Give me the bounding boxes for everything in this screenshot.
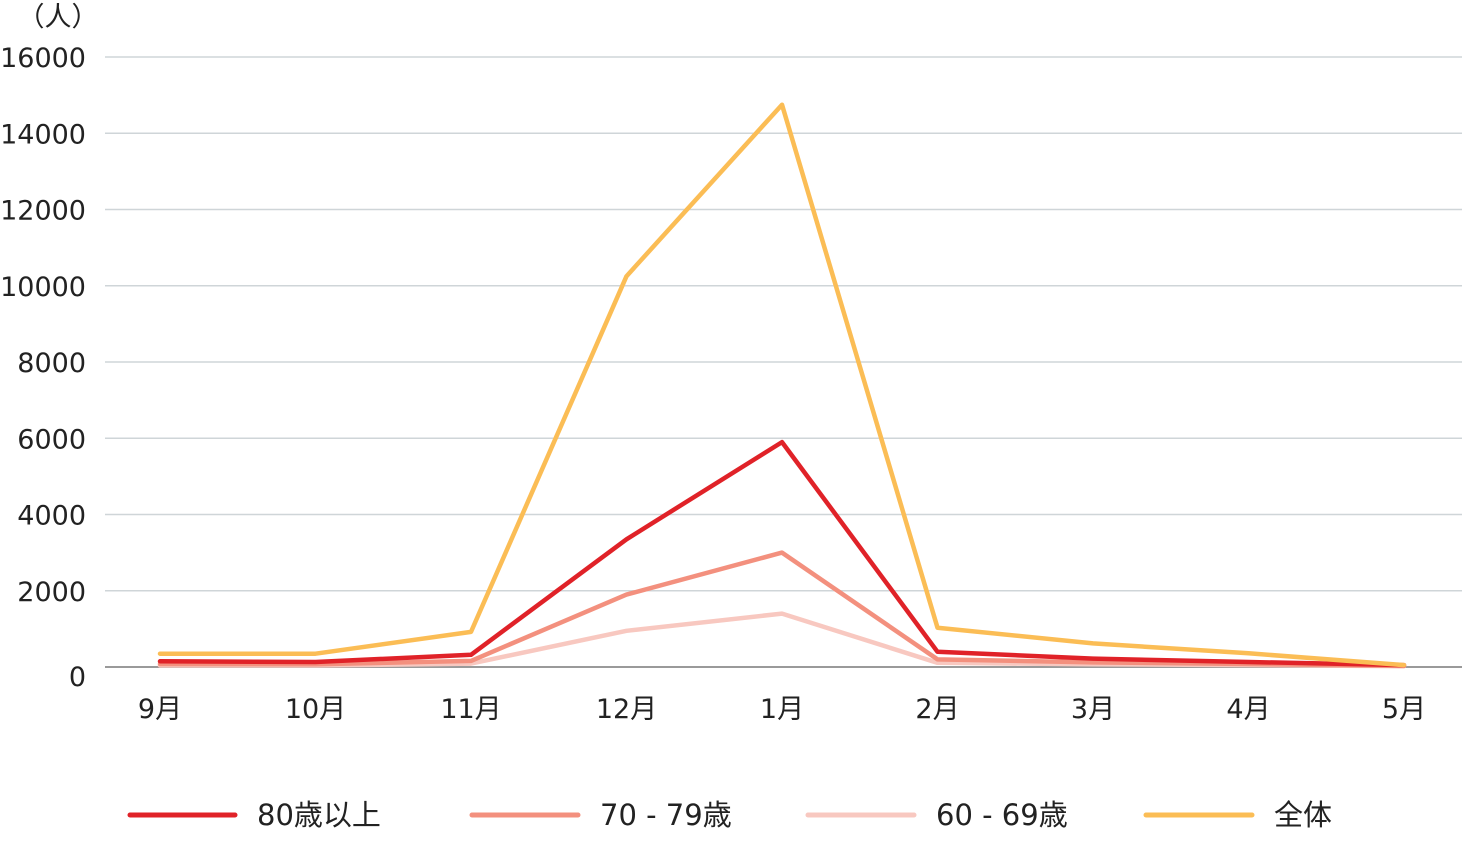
x-tick-label: 9月 <box>138 694 182 725</box>
legend-label: 60 - 69歳 <box>936 798 1068 832</box>
x-tick-label: 1月 <box>760 694 804 725</box>
x-tick-label: 4月 <box>1226 694 1270 725</box>
series-line-0 <box>157 439 1407 668</box>
y-tick-label: 12000 <box>0 196 86 227</box>
y-tick-label: 4000 <box>17 501 86 532</box>
x-tick-label: 2月 <box>915 694 959 725</box>
x-tick-label: 5月 <box>1382 694 1426 725</box>
gridlines <box>105 56 1462 668</box>
y-tick-label: 10000 <box>0 272 86 303</box>
y-tick-label: 0 <box>69 662 86 693</box>
series-lines <box>157 102 1407 669</box>
legend-label: 70 - 79歳 <box>600 798 732 832</box>
y-tick-label: 2000 <box>17 577 86 608</box>
y-tick-label: 8000 <box>17 348 86 379</box>
y-tick-label: 14000 <box>0 119 86 150</box>
x-tick-labels: 9月 10月 11月 12月 1月 2月 3月 4月 5月 <box>138 694 1426 725</box>
y-tick-label: 6000 <box>17 424 86 455</box>
y-tick-label: 16000 <box>0 43 86 74</box>
x-tick-label: 11月 <box>440 694 501 725</box>
y-unit-label: （人） <box>18 2 99 33</box>
series-line-3 <box>157 102 1407 668</box>
y-tick-labels: 0 2000 4000 6000 8000 10000 12000 14000 16000 <box>0 43 86 693</box>
series-line-1 <box>157 550 1407 669</box>
legend: 80歳以上 70 - 79歳 60 - 69歳 全体 <box>127 798 1332 832</box>
legend-label: 全体 <box>1274 798 1332 832</box>
legend-label: 80歳以上 <box>257 798 381 832</box>
x-tick-label: 12月 <box>596 694 657 725</box>
x-tick-label: 3月 <box>1071 694 1115 725</box>
x-tick-label: 10月 <box>285 694 346 725</box>
